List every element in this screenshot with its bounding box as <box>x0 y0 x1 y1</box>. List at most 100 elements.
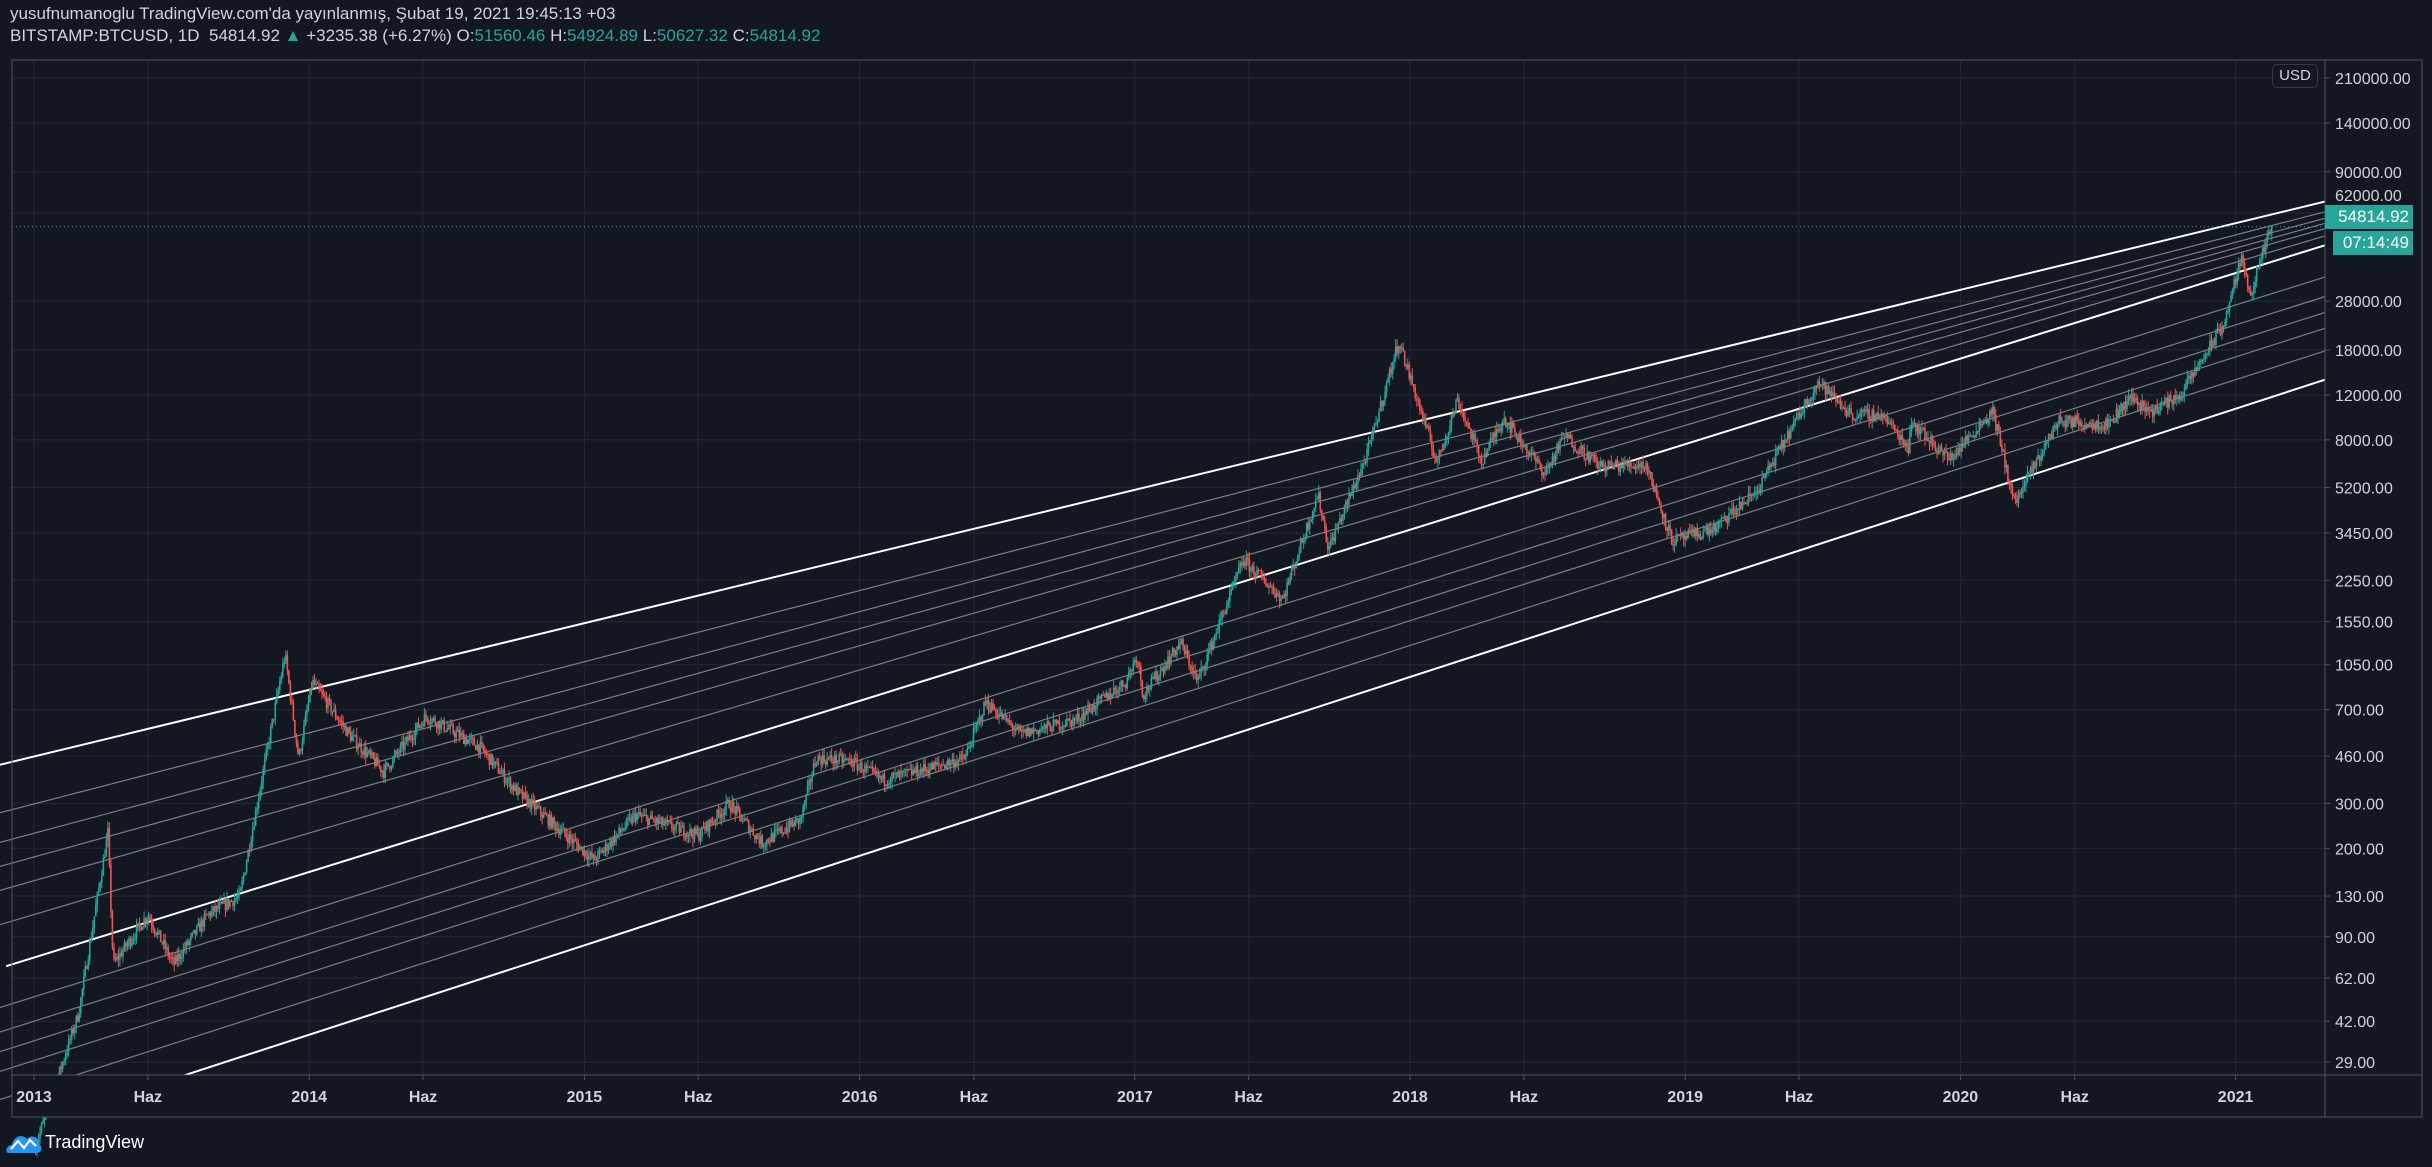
candle-body <box>1577 451 1579 453</box>
candle-body <box>1779 446 1782 450</box>
candle-body <box>2041 453 2044 457</box>
candle-body <box>1931 435 1934 444</box>
candle-body <box>1583 447 1585 459</box>
candle-body <box>1741 502 1744 509</box>
candle-body <box>479 741 482 753</box>
candle-body <box>773 830 776 842</box>
y-tick-label: 42.00 <box>2335 1014 2375 1031</box>
candle-body <box>1898 437 1901 440</box>
candle-body <box>2132 394 2134 402</box>
candle-body <box>1673 544 1676 546</box>
candle-body <box>1120 680 1123 686</box>
candle-body <box>342 721 344 727</box>
candle-body <box>606 843 608 851</box>
candles <box>34 224 2273 1157</box>
tradingview-logo[interactable]: TradingView <box>6 1129 144 1155</box>
candle-body <box>1599 460 1602 468</box>
candle-body <box>1263 577 1266 584</box>
candle-body <box>1663 513 1665 519</box>
time-axis[interactable] <box>12 1075 2422 1117</box>
candle-body <box>582 846 584 856</box>
candle-body <box>1351 491 1353 497</box>
candle-body <box>559 831 562 835</box>
candle-body <box>435 723 438 729</box>
candle-body <box>1281 597 1284 599</box>
candle-body <box>1942 451 1944 456</box>
candle-body <box>2201 359 2204 361</box>
candle-body <box>2123 401 2125 411</box>
candle-body <box>1681 532 1683 536</box>
y-tick-label: 2250.00 <box>2335 573 2393 590</box>
candle-body <box>576 840 578 845</box>
candle-body <box>1696 528 1699 537</box>
candle-body <box>735 806 738 815</box>
candle-body <box>1046 721 1049 729</box>
candle-body <box>1764 473 1766 479</box>
candle-body <box>1996 424 1999 431</box>
candle-body <box>565 833 568 838</box>
fib-line <box>0 208 2415 926</box>
candle-body <box>591 852 593 858</box>
candle-body <box>962 755 964 759</box>
candle-body <box>838 754 841 762</box>
candle-body <box>321 691 323 694</box>
candle-body <box>446 728 448 732</box>
candle-body <box>856 759 859 771</box>
fib-line <box>0 321 2415 1101</box>
candle-body <box>643 814 646 816</box>
candle-body <box>235 898 237 900</box>
candle-body <box>1402 347 1405 352</box>
candle-body <box>1115 690 1118 694</box>
candle-body <box>2080 422 2083 426</box>
candle-body <box>567 837 569 843</box>
candle-body <box>174 955 177 965</box>
candle-body <box>779 827 782 831</box>
candle-body <box>1586 451 1588 460</box>
candle-body <box>1664 513 1667 528</box>
candle-body <box>117 956 120 960</box>
candle-body <box>1483 453 1486 465</box>
candle-body <box>1720 518 1723 522</box>
candle-body <box>64 1055 67 1061</box>
candle-body <box>1014 729 1017 731</box>
candle-body <box>1744 503 1747 505</box>
candle-body <box>1925 437 1928 441</box>
candle-body <box>1155 670 1157 679</box>
candle-body <box>227 898 230 907</box>
candle-body <box>1753 493 1756 495</box>
candle-body <box>1058 720 1061 730</box>
candle-body <box>845 758 848 760</box>
candle-body <box>1256 570 1258 577</box>
candle-body <box>2216 328 2219 331</box>
candle-body <box>1541 468 1543 476</box>
candle-body <box>1884 415 1887 417</box>
candle-body <box>934 762 937 765</box>
candle-body <box>269 727 272 744</box>
candle-body <box>1262 577 1264 579</box>
x-tick-label: 2020 <box>1943 1089 1979 1106</box>
candle-body <box>1928 441 1931 444</box>
candle-body <box>1978 423 1981 433</box>
candle-body <box>625 818 628 828</box>
candle-body <box>716 809 718 822</box>
candle-body <box>116 956 118 960</box>
candle-body <box>698 831 700 841</box>
candle-body <box>1900 435 1902 440</box>
candle-body <box>1020 730 1023 732</box>
candle-body <box>901 771 904 773</box>
candle-body <box>440 722 442 730</box>
candle-body <box>1186 650 1189 657</box>
candle-body <box>1937 449 1940 454</box>
candle-body <box>1302 539 1305 543</box>
last-price: 54814.92 <box>209 26 280 45</box>
candle-body <box>1140 666 1142 682</box>
symbol-name[interactable]: BITSTAMP:BTCUSD, 1D <box>10 26 200 45</box>
candle-body <box>1755 492 1757 494</box>
candle-body <box>1719 521 1721 523</box>
candle-body <box>520 789 522 791</box>
currency-button[interactable]: USD <box>2272 64 2318 88</box>
candle-body <box>651 815 654 820</box>
candle-body <box>867 766 869 769</box>
candle-body <box>1675 535 1677 545</box>
